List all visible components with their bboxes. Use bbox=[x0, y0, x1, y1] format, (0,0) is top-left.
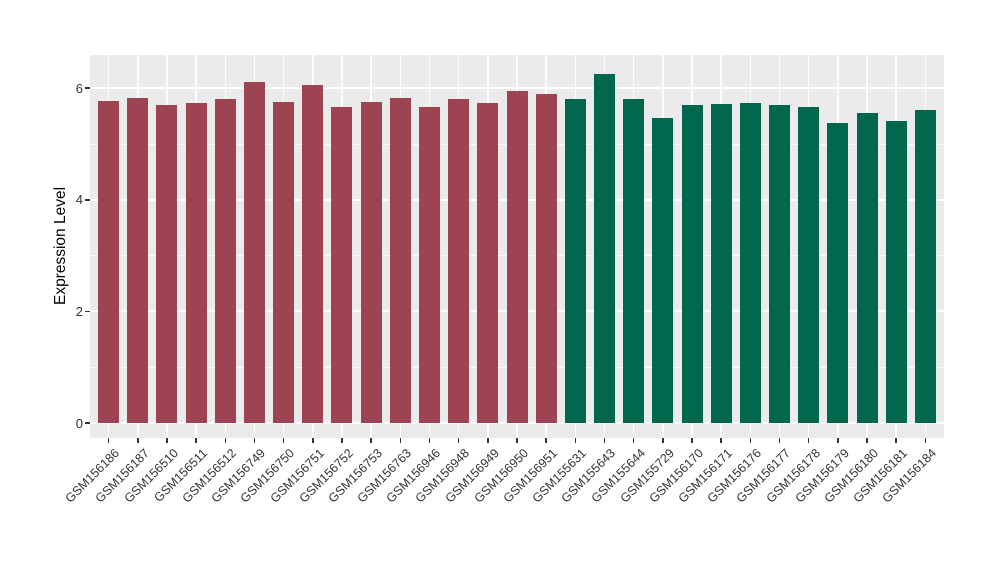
bar-GSM156184 bbox=[914, 109, 936, 423]
bar-GSM156181 bbox=[885, 121, 907, 423]
bar-GSM156750 bbox=[273, 102, 295, 423]
x-tick-mark-GSM156181 bbox=[895, 438, 897, 443]
x-tick-mark-GSM156186 bbox=[107, 438, 110, 443]
bar-GSM156949 bbox=[477, 102, 499, 423]
bar-GSM156180 bbox=[856, 113, 878, 423]
bar-GSM156512 bbox=[214, 98, 236, 423]
bar-GSM156176 bbox=[739, 102, 761, 423]
bar-GSM156177 bbox=[769, 104, 791, 423]
y-tick-label-6: 6 bbox=[75, 80, 83, 96]
bar-GSM155631 bbox=[564, 98, 586, 423]
bar-GSM156752 bbox=[331, 107, 353, 423]
bar-GSM156763 bbox=[389, 97, 411, 423]
x-tick-mark-GSM156752 bbox=[341, 438, 343, 443]
x-tick-mark-GSM156179 bbox=[837, 438, 839, 443]
bar-GSM156946 bbox=[418, 106, 440, 423]
x-tick-mark-GSM156749 bbox=[253, 438, 256, 443]
x-tick-mark-GSM156511 bbox=[195, 438, 197, 443]
bar-GSM156511 bbox=[185, 102, 207, 423]
x-tick-mark-GSM156950 bbox=[516, 438, 518, 443]
bar-GSM155729 bbox=[652, 118, 674, 423]
x-tick-mark-GSM156763 bbox=[399, 438, 402, 443]
x-tick-mark-GSM156948 bbox=[457, 438, 460, 443]
x-tick-mark-GSM156512 bbox=[224, 438, 227, 443]
bar-GSM156170 bbox=[681, 104, 703, 423]
y-tick-mark-6 bbox=[85, 87, 90, 89]
bar-GSM156749 bbox=[243, 81, 265, 423]
x-tick-mark-GSM156949 bbox=[487, 438, 489, 443]
y-tick-mark-4 bbox=[85, 199, 90, 201]
x-tick-mark-GSM155643 bbox=[603, 438, 606, 443]
bar-GSM156171 bbox=[710, 104, 732, 423]
x-tick-mark-GSM156184 bbox=[924, 438, 927, 443]
x-tick-mark-GSM156951 bbox=[545, 438, 547, 443]
bar-GSM156950 bbox=[506, 90, 528, 423]
x-tick-mark-GSM156176 bbox=[749, 438, 752, 443]
x-tick-mark-GSM156178 bbox=[807, 438, 810, 443]
x-tick-mark-GSM156170 bbox=[691, 438, 693, 443]
bar-GSM156753 bbox=[360, 101, 382, 423]
y-tick-label-2: 2 bbox=[75, 303, 83, 319]
bar-GSM156178 bbox=[798, 106, 820, 423]
bar-GSM156186 bbox=[98, 101, 120, 423]
x-tick-mark-GSM155631 bbox=[574, 438, 577, 443]
y-tick-mark-0 bbox=[85, 422, 90, 424]
x-tick-mark-GSM156187 bbox=[137, 438, 139, 443]
x-tick-mark-GSM156750 bbox=[282, 438, 285, 443]
x-tick-mark-GSM155644 bbox=[632, 438, 635, 443]
y-tick-label-0: 0 bbox=[75, 415, 83, 431]
bar-GSM156951 bbox=[535, 94, 557, 423]
x-tick-mark-GSM156751 bbox=[312, 438, 314, 443]
plot-panel bbox=[90, 55, 944, 438]
x-tick-mark-GSM156946 bbox=[428, 438, 431, 443]
x-tick-mark-GSM156171 bbox=[720, 438, 722, 443]
y-tick-label-4: 4 bbox=[75, 192, 83, 208]
bar-GSM155643 bbox=[594, 74, 616, 423]
x-tick-mark-GSM156180 bbox=[866, 438, 868, 443]
x-tick-mark-GSM156177 bbox=[778, 438, 781, 443]
x-tick-mark-GSM156753 bbox=[370, 438, 372, 443]
x-tick-mark-GSM156510 bbox=[166, 438, 168, 443]
bar-GSM155644 bbox=[623, 99, 645, 423]
x-tick-mark-GSM155729 bbox=[662, 438, 664, 443]
bar-GSM156948 bbox=[448, 99, 470, 423]
y-tick-mark-2 bbox=[85, 310, 90, 313]
bar-GSM156179 bbox=[827, 122, 849, 423]
bar-GSM156751 bbox=[302, 85, 324, 423]
bar-GSM156187 bbox=[127, 98, 149, 423]
bar-GSM156510 bbox=[156, 104, 178, 423]
